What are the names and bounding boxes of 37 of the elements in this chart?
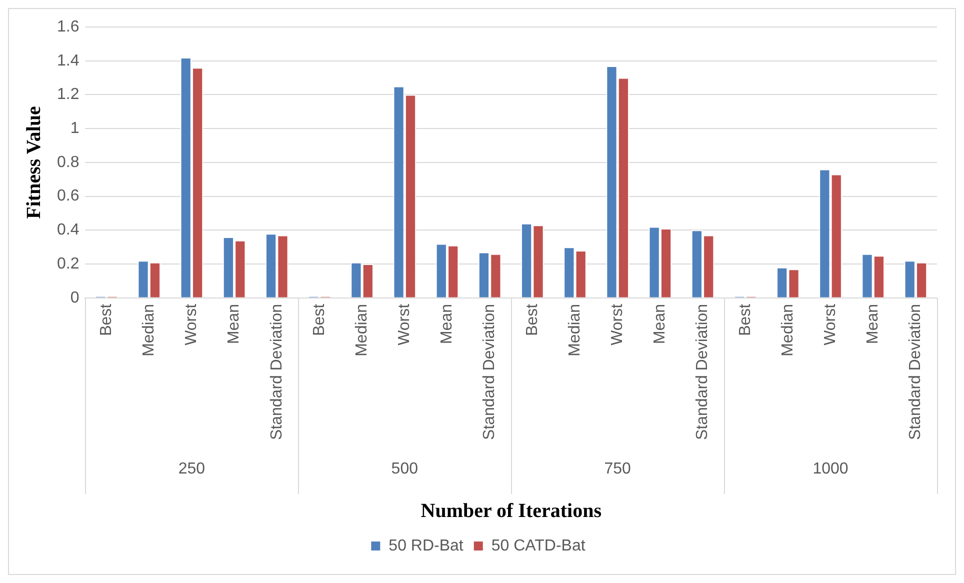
x-tick-label: Standard Deviation — [694, 304, 712, 440]
text: 500 — [391, 460, 418, 478]
x-tick-label: Best — [524, 303, 541, 336]
x-tick-label: Mean — [652, 304, 669, 344]
x-tick-label: Median — [353, 304, 370, 356]
x-tick-label: Median — [140, 304, 158, 356]
x-tick-label: Mean — [864, 304, 882, 344]
x-tick-label: Standard Deviation — [481, 304, 498, 440]
y-tick-label: 0.6 — [56, 188, 80, 205]
x-tick-label: Mean — [438, 304, 456, 344]
legend-label: 50 CATD-Bat — [491, 537, 586, 554]
x-tick-label: Best — [98, 303, 115, 336]
x-tick-label: Worst — [822, 303, 839, 346]
x-tick-label: Best — [736, 303, 754, 336]
x-tick-label: Median — [566, 304, 584, 356]
y-tick-label: 0.8 — [56, 154, 80, 171]
legend-label: 50 RD-Bat — [388, 537, 464, 554]
x-tick-label: Median — [779, 304, 796, 356]
x-axis-title: Number of Iterations — [420, 500, 602, 522]
y-tick-label: 1.6 — [56, 18, 80, 36]
x-tick-label: Worst — [396, 303, 414, 346]
x-tick-label: Best — [310, 303, 328, 336]
x-tick-label: Mean — [226, 304, 243, 344]
y-tick-label: 1.4 — [56, 52, 80, 70]
text: 750 — [604, 460, 632, 478]
y-axis-title: Fitness Value — [23, 106, 46, 219]
text: 250 — [178, 460, 206, 478]
x-tick-label: Standard Deviation — [907, 304, 924, 440]
text: 1000 — [812, 460, 848, 478]
y-tick-label: 0.4 — [56, 222, 80, 239]
y-tick-label: 1 — [70, 120, 80, 137]
y-tick-label: 0.2 — [56, 255, 80, 272]
x-tick-label: Worst — [183, 303, 200, 346]
y-tick-label: 0 — [70, 289, 80, 306]
y-tick-label: 1.2 — [56, 86, 80, 104]
x-tick-label: Worst — [608, 303, 626, 346]
x-tick-label: Standard Deviation — [268, 304, 286, 440]
